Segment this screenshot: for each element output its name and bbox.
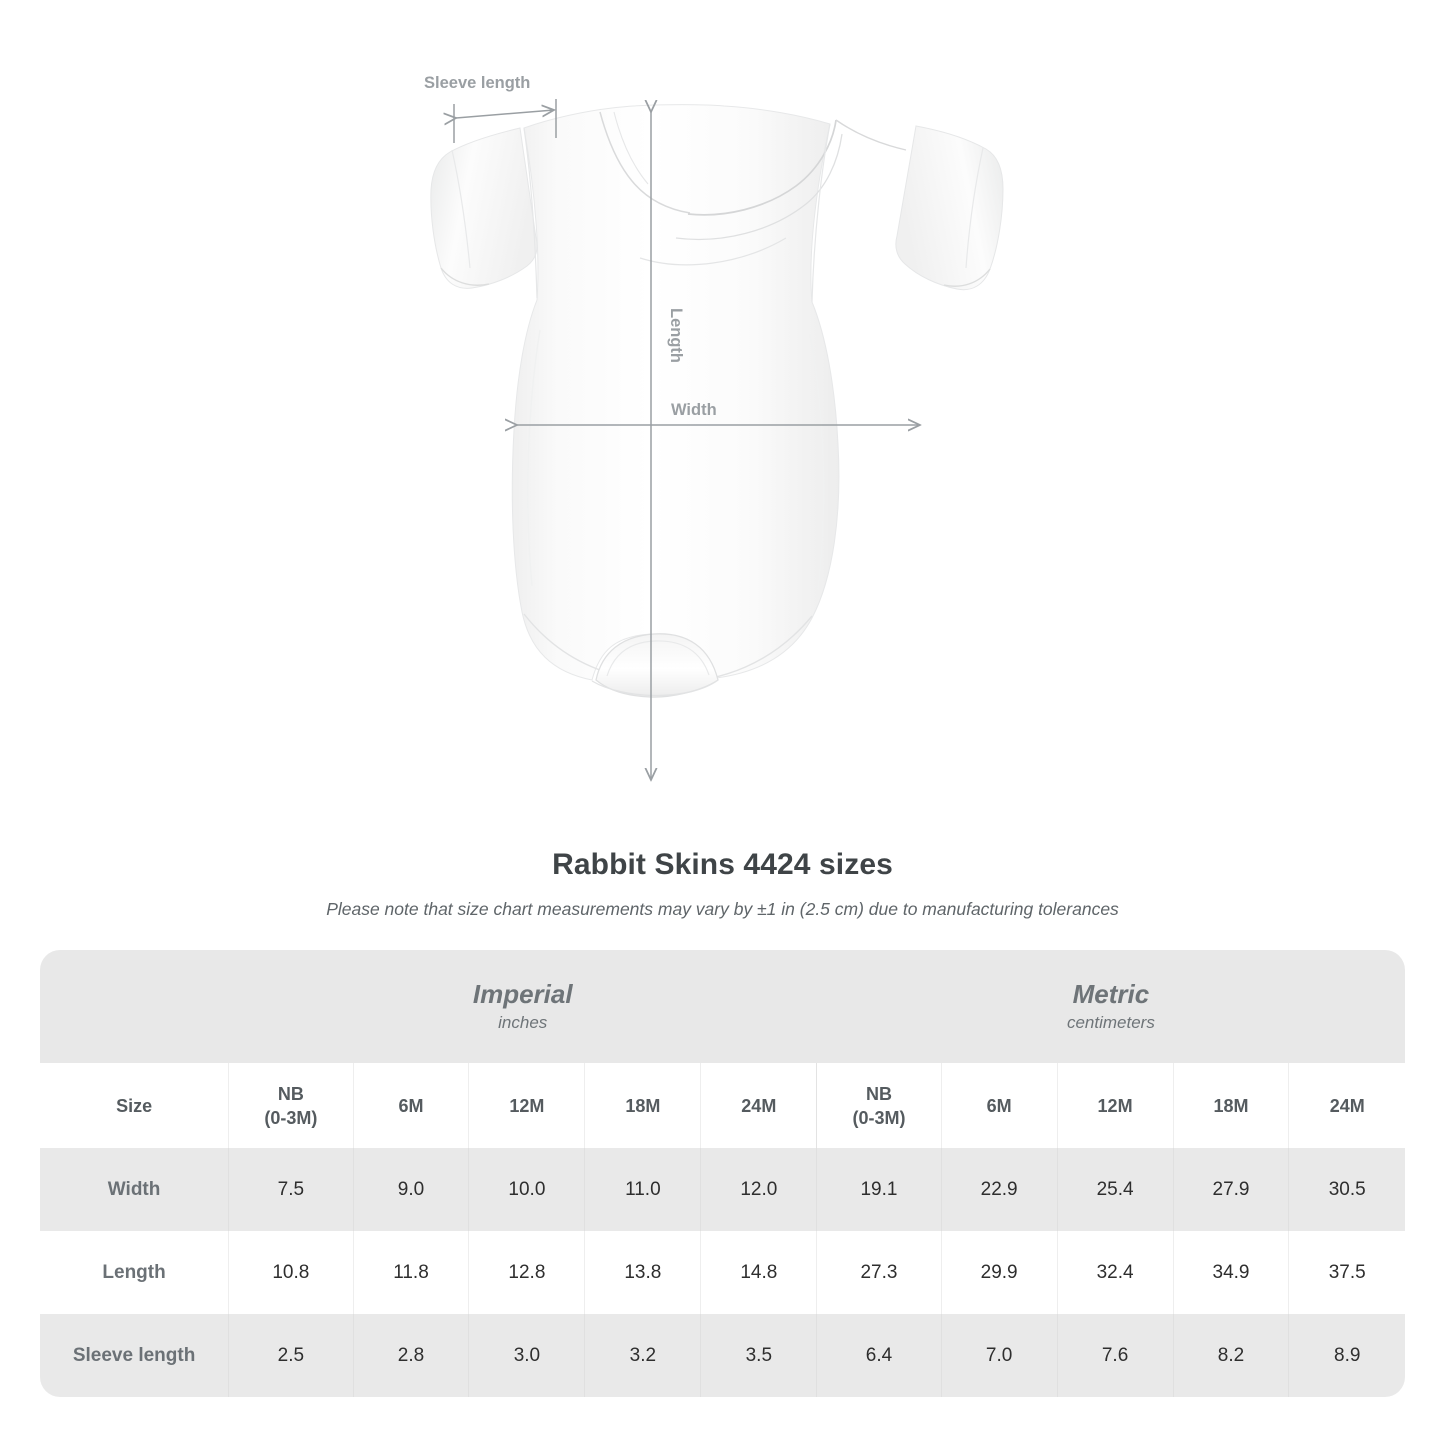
garment-body-group (430, 104, 1004, 698)
neckline-left-lap (599, 111, 691, 214)
cell-sleeve-imperial-24m: 3.5 (700, 1314, 817, 1397)
cell-sleeve-imperial-12m: 3.0 (468, 1314, 585, 1397)
header-col-imperial-6m: 6M (352, 1063, 469, 1148)
cell-width-metric-12m: 25.4 (1056, 1148, 1174, 1231)
table-row: Width 7.5 9.0 10.0 11.0 12.0 19.1 22.9 2… (40, 1148, 1405, 1231)
neckline-left-lap-inner (613, 111, 649, 185)
measurement-annotations: Sleeve length Length Width (424, 74, 920, 780)
unit-group-imperial-sub: inches (498, 1012, 548, 1032)
right-shoulder-seam (835, 119, 907, 151)
header-col-imperial-24m: 24M (700, 1063, 817, 1148)
left-sleeve-fold (451, 149, 471, 269)
header-col-metric-6m: 6M (940, 1063, 1058, 1148)
right-sleeve (895, 125, 1004, 291)
cell-width-metric-nb: 19.1 (816, 1148, 942, 1231)
cell-width-imperial-18m: 11.0 (584, 1148, 701, 1231)
header-col-sub: (0-3M) (852, 1107, 906, 1128)
length-label: Length (667, 308, 685, 363)
cell-width-metric-18m: 27.9 (1172, 1148, 1289, 1231)
left-sleeve-hem (440, 267, 490, 286)
cell-length-imperial-nb: 10.8 (228, 1231, 354, 1314)
cell-length-imperial-24m: 14.8 (700, 1231, 817, 1314)
header-col-imperial-nb: NB (0-3M) (228, 1063, 354, 1148)
header-col-metric-18m: 18M (1172, 1063, 1289, 1148)
row-label-width: Width (40, 1148, 229, 1231)
header-col-metric-nb: NB (0-3M) (816, 1063, 942, 1148)
table-row: Length 10.8 11.8 12.8 13.8 14.8 27.3 29.… (40, 1231, 1405, 1314)
header-col-sub: (0-3M) (264, 1107, 318, 1128)
header-col-metric-12m: 12M (1056, 1063, 1174, 1148)
cell-length-metric-24m: 37.5 (1288, 1231, 1405, 1314)
body-fold-left (527, 329, 541, 587)
cell-width-imperial-6m: 9.0 (352, 1148, 469, 1231)
unit-group-metric: Metric centimeters (816, 950, 1405, 1063)
sleeve-length-arrow (456, 110, 554, 118)
row-label-length: Length (40, 1231, 229, 1314)
page-title: Rabbit Skins 4424 sizes (552, 848, 893, 881)
cell-width-imperial-nb: 7.5 (228, 1148, 354, 1231)
right-sleeve-hem (943, 268, 991, 287)
left-armhole-seam (523, 127, 538, 299)
cell-length-metric-nb: 27.3 (816, 1231, 942, 1314)
right-armhole-seam (811, 123, 831, 303)
cell-sleeve-metric-12m: 7.6 (1056, 1314, 1174, 1397)
sleeve-length-label: Sleeve length (424, 74, 530, 92)
right-sleeve-fold (965, 147, 984, 269)
unit-group-row: Imperial inches Metric centimeters (40, 950, 1405, 1063)
cell-width-metric-6m: 22.9 (940, 1148, 1058, 1231)
cell-length-metric-18m: 34.9 (1172, 1231, 1289, 1314)
cell-sleeve-imperial-nb: 2.5 (228, 1314, 354, 1397)
header-col-main: NB (277, 1083, 304, 1104)
unit-group-imperial-name: Imperial (472, 978, 573, 1009)
unit-group-imperial: Imperial inches (228, 950, 817, 1063)
unit-group-metric-name: Metric (1072, 978, 1150, 1009)
cell-sleeve-imperial-6m: 2.8 (352, 1314, 469, 1397)
header-col-main: NB (865, 1083, 892, 1104)
size-chart-table-wrapper: Imperial inches Metric centimeters Size … (40, 950, 1405, 1397)
table-row: Sleeve length 2.5 2.8 3.0 3.2 3.5 6.4 7.… (40, 1314, 1405, 1397)
unit-group-metric-sub: centimeters (1066, 1012, 1155, 1032)
tolerance-note: Please note that size chart measurements… (326, 899, 1119, 919)
cell-sleeve-metric-nb: 6.4 (816, 1314, 942, 1397)
cell-length-metric-12m: 32.4 (1056, 1231, 1174, 1314)
header-col-imperial-12m: 12M (468, 1063, 585, 1148)
title-block: Rabbit Skins 4424 sizes Please note that… (0, 845, 1445, 921)
unit-band-spacer (40, 950, 229, 1063)
neckline-collar-band (687, 119, 837, 216)
cell-sleeve-imperial-18m: 3.2 (584, 1314, 701, 1397)
neckline-collar-band-inner (675, 133, 843, 241)
cell-length-imperial-18m: 13.8 (584, 1231, 701, 1314)
row-label-sleeve-length: Sleeve length (40, 1314, 229, 1397)
left-sleeve (430, 127, 538, 289)
cell-sleeve-metric-24m: 8.9 (1288, 1314, 1405, 1397)
cell-length-imperial-6m: 11.8 (352, 1231, 469, 1314)
cell-width-imperial-24m: 12.0 (700, 1148, 817, 1231)
header-col-metric-24m: 24M (1288, 1063, 1405, 1148)
size-chart-table: Imperial inches Metric centimeters Size … (40, 950, 1405, 1397)
cell-sleeve-metric-6m: 7.0 (940, 1314, 1058, 1397)
cell-width-metric-24m: 30.5 (1288, 1148, 1405, 1231)
cell-length-metric-6m: 29.9 (940, 1231, 1058, 1314)
header-size-label: Size (40, 1063, 229, 1148)
width-label: Width (671, 401, 717, 419)
cell-length-imperial-12m: 12.8 (468, 1231, 585, 1314)
cell-sleeve-metric-18m: 8.2 (1172, 1314, 1289, 1397)
header-col-imperial-18m: 18M (584, 1063, 701, 1148)
bodysuit-illustration: Sleeve length Length Width (424, 74, 1004, 830)
table-header-row: Size NB (0-3M) 6M 12M 18M 24M NB (0-3M) … (40, 1063, 1405, 1148)
cell-width-imperial-12m: 10.0 (468, 1148, 585, 1231)
body-fold-right (809, 333, 825, 591)
garment-diagram: Sleeve length Length Width (424, 74, 1004, 830)
